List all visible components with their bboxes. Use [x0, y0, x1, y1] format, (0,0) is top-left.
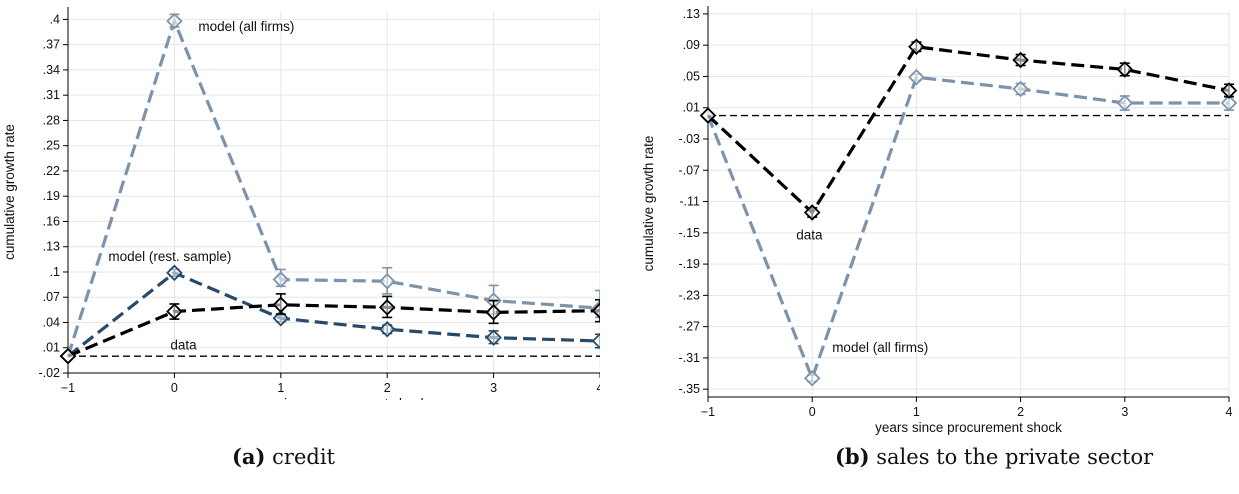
x-tick-label: 2 — [1017, 405, 1024, 419]
data-point-marker — [166, 303, 183, 320]
data-point-marker — [908, 38, 925, 56]
x-axis-label: years since procurement shock — [875, 420, 1062, 435]
series — [59, 264, 600, 365]
data-point-marker — [1012, 51, 1029, 69]
y-axis-label: cumulative growth rate — [641, 136, 656, 272]
caption-text-a: credit — [272, 445, 335, 469]
x-tick-label: 1 — [913, 405, 920, 419]
series-annotation: model (rest. sample) — [108, 249, 231, 264]
data-point-marker — [272, 271, 290, 288]
series-annotation: model (all firms) — [832, 340, 928, 355]
data-point-marker — [378, 299, 396, 316]
y-tick-label: .25 — [43, 139, 60, 153]
data-point-marker — [699, 107, 717, 124]
caption-credit: (a) credit — [232, 444, 335, 469]
series — [699, 38, 1238, 221]
data-point-marker — [378, 272, 396, 290]
gridlines — [707, 10, 1230, 397]
x-tick-label: 3 — [1121, 405, 1128, 419]
x-axis-label: years since procurement shock — [241, 396, 428, 400]
y-tick-label: .16 — [43, 214, 60, 228]
series — [59, 293, 600, 365]
caption-sales: (b) sales to the private sector — [835, 444, 1153, 469]
series-annotation: data — [796, 227, 823, 242]
series-annotation: data — [170, 338, 197, 353]
data-point-marker — [272, 296, 290, 314]
y-tick-label: .22 — [43, 164, 60, 178]
data-point-marker — [591, 302, 600, 319]
data-point-marker — [1116, 61, 1134, 78]
y-tick-label: .31 — [43, 88, 60, 102]
gridlines — [67, 11, 600, 374]
y-tick-label: -.19 — [678, 257, 700, 271]
panel-label-b: (b) — [835, 444, 870, 469]
x-tick-label: 0 — [809, 405, 816, 419]
y-tick-label: .13 — [683, 7, 700, 21]
y-tick-label: .4 — [50, 12, 60, 26]
x-tick-label: 4 — [1226, 405, 1233, 419]
x-tick-label: 1 — [277, 381, 284, 395]
y-tick-label: .09 — [683, 38, 700, 52]
series-line — [67, 271, 600, 358]
chart-credit: -.02 .01 .04 .07 .1 .13 .16 .19 .22 .25 .28 .31 .34.… — [2, 7, 600, 400]
y-tick-label: -.35 — [678, 382, 700, 396]
data-point-marker — [803, 369, 821, 387]
data-point-marker — [591, 332, 600, 350]
series-annotation: model (all firms) — [198, 19, 294, 34]
y-tick-label: .07 — [43, 290, 60, 304]
y-tick-label: .01 — [683, 101, 700, 115]
y-tick-label: .01 — [43, 341, 60, 355]
data-point-marker — [166, 264, 183, 282]
series-line — [706, 45, 1230, 215]
series-line — [67, 303, 600, 358]
data-point-marker — [1220, 82, 1238, 99]
y-tick-label: -.03 — [678, 132, 700, 146]
data-point-marker — [485, 329, 502, 346]
y-tick-label: -.02 — [38, 366, 60, 380]
x-tick-label: 3 — [490, 381, 497, 395]
data-point-marker — [1012, 80, 1029, 98]
data-point-marker — [378, 320, 396, 338]
x-tick-label: −1 — [701, 405, 715, 419]
y-tick-label: -.31 — [678, 351, 700, 365]
y-tick-label: -.23 — [678, 288, 700, 302]
data-point-marker — [59, 347, 77, 365]
y-tick-label: .19 — [43, 189, 60, 203]
x-tick-label: 0 — [171, 381, 178, 395]
data-point-marker — [908, 68, 925, 86]
data-point-marker — [1220, 94, 1238, 112]
y-tick-label: .34 — [43, 63, 60, 77]
y-tick-label: .28 — [43, 113, 60, 127]
x-tick-label: −1 — [61, 381, 75, 395]
series-line — [66, 19, 600, 357]
series-line — [706, 75, 1229, 380]
y-tick-label: -.07 — [678, 163, 700, 177]
data-point-marker — [803, 204, 821, 221]
panel-label-a: (a) — [232, 444, 266, 469]
data-point-marker — [1116, 94, 1134, 112]
y-tick-label: .37 — [43, 38, 60, 52]
y-tick-label: -.11 — [679, 195, 700, 209]
data-point-marker — [166, 12, 183, 30]
x-tick-label: 4 — [597, 381, 600, 395]
y-axis-label: cumulative growth rate — [2, 124, 17, 260]
series — [699, 68, 1238, 387]
y-tick-label: -.27 — [678, 320, 700, 334]
caption-text-b: sales to the private sector — [876, 445, 1154, 469]
data-point-marker — [485, 304, 502, 321]
y-tick-label: .05 — [683, 69, 700, 83]
y-tick-label: -.15 — [678, 226, 700, 240]
y-tick-label: .1 — [50, 265, 60, 279]
chart-sales-private-sector: -.35 -.31 -.27 -.23 -.19 -.15 -.11 -.07 -.03 .01.… — [641, 6, 1238, 435]
y-tick-label: .04 — [43, 315, 60, 329]
y-tick-label: .13 — [43, 240, 60, 254]
x-tick-label: 2 — [384, 381, 391, 395]
